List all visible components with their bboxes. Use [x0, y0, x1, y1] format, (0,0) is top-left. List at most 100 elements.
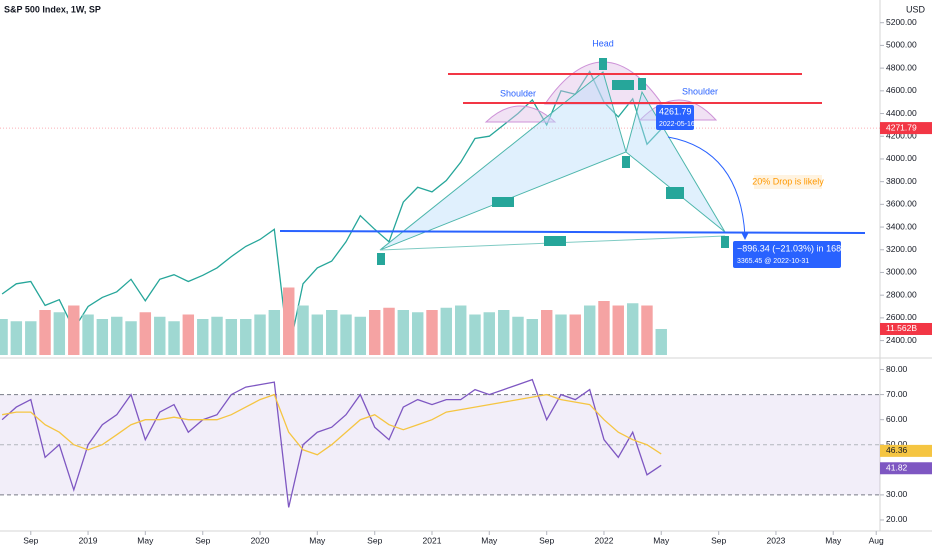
x-tick-label: May: [137, 535, 154, 545]
marks: 2400.00 2600.00 2800.00 3000.00 3200.00 3400.…: [0, 17, 932, 545]
measure-box: [733, 241, 841, 268]
line-series: [1, 393, 662, 456]
x-tick-label: Sep: [539, 535, 554, 545]
y-tick-label: 2400.00: [886, 335, 917, 345]
volume-bar: [197, 319, 209, 355]
head-arc: [544, 61, 663, 105]
volume-bar: [354, 316, 366, 355]
point-price: 4261.79: [659, 106, 692, 116]
rsi-label: 46.36: [886, 445, 908, 455]
volume-bar: [498, 310, 510, 355]
drop-note: 20% Drop is likely: [752, 176, 824, 186]
volume-tag: [880, 322, 932, 335]
left-shoulder-arc: [484, 105, 557, 123]
y-tick-label: 5000.00: [886, 40, 917, 50]
rsi-label: 41.82: [886, 463, 908, 473]
volume-bar: [268, 310, 281, 355]
volume-bar: [626, 303, 639, 355]
volume-bar: [240, 319, 252, 355]
volume-bar: [541, 310, 553, 355]
x-tick-label: Sep: [195, 535, 210, 545]
y-tick-label: 80.00: [886, 364, 908, 374]
point-b: [622, 156, 630, 168]
volume-bar: [111, 316, 123, 355]
chart-title: S&P 500 Index, 1W, SP: [4, 4, 101, 14]
ratio-box: [666, 187, 684, 199]
volume-bar: [555, 314, 567, 355]
y-tick-label: 3200.00: [886, 244, 917, 254]
volume-bar: [569, 314, 581, 355]
x-tick-label: 2020: [251, 535, 270, 545]
ratio-box: [612, 80, 634, 90]
volume-bar: [469, 314, 481, 355]
volume-bar: [297, 305, 309, 355]
head-label: Head: [592, 38, 614, 48]
volume-bar: [311, 314, 324, 355]
y-tick-label: 3400.00: [886, 221, 917, 231]
volume-bar: [125, 321, 137, 355]
volume-bar: [412, 312, 424, 355]
x-tick-label: Sep: [711, 535, 726, 545]
support-line: [279, 230, 866, 234]
volume-bar: [369, 310, 381, 355]
shoulder-label: Shoulder: [500, 88, 536, 98]
volume-bar: [383, 307, 395, 355]
point-date: 2022-05-16: [659, 121, 695, 128]
y-tick-label: 2800.00: [886, 289, 917, 299]
x-tick-label: May: [481, 535, 498, 545]
volume-bar: [225, 319, 238, 355]
point-x: [377, 253, 385, 265]
volume-bar: [254, 314, 266, 355]
y-tick-label: 70.00: [886, 389, 908, 399]
drawings: [279, 58, 866, 265]
x-tick-label: May: [309, 535, 326, 545]
x-tick-label: May: [653, 535, 670, 545]
volume-bar: [25, 321, 37, 355]
ratio-box: [492, 197, 514, 207]
volume-bar: [583, 305, 596, 355]
volume-bar: [426, 310, 438, 355]
projection-arrow: [667, 136, 746, 237]
y-tick-label: 3000.00: [886, 267, 917, 277]
x-tick-label: May: [825, 535, 842, 545]
x-tick-label: Aug: [869, 535, 884, 545]
volume-bar: [96, 319, 109, 355]
ratio-box: [544, 236, 566, 246]
volume-bar: [283, 287, 295, 355]
y-tick-label: 50.00: [886, 439, 908, 449]
shoulder-label: Shoulder: [682, 86, 718, 96]
last-price-tag: [880, 122, 932, 135]
x-tick-label: Sep: [367, 535, 382, 545]
volume-bar: [326, 310, 338, 355]
y-tick-label: 4000.00: [886, 153, 917, 163]
y-tick-label: 60.00: [886, 414, 908, 424]
measure-label: −896.34 (−21.03%) in 168d: [737, 243, 846, 253]
volume-bar: [53, 312, 66, 355]
y-tick-label: 30.00: [886, 489, 908, 499]
last-price-label: 4271.79: [886, 122, 917, 132]
volume-bar: [397, 310, 409, 355]
volume-bar: [641, 305, 653, 355]
volume-bar: [526, 319, 538, 355]
y-tick-label: 2600.00: [886, 312, 917, 322]
x-tick-label: 2019: [79, 535, 98, 545]
y-tick-label: 4200.00: [886, 130, 917, 140]
y-tick-label: 20.00: [886, 514, 908, 524]
rsi-tag: [880, 444, 932, 457]
annotations: Head Shoulder Shoulder 20% Drop is likel…: [500, 38, 846, 268]
volume-bar: [182, 314, 195, 355]
y-tick-label: 4400.00: [886, 108, 917, 118]
volume-bar: [512, 316, 524, 355]
line-series: [1, 378, 662, 508]
volume-bar: [483, 312, 495, 355]
currency: USD: [906, 4, 926, 14]
volume-bar: [82, 314, 94, 355]
rsi-tag: [880, 462, 932, 475]
volume-bar: [139, 312, 152, 355]
point-d: [721, 236, 729, 248]
volume-bar: [154, 316, 166, 355]
volume-bar: [0, 319, 8, 355]
volume-label: 11.562B: [886, 323, 917, 333]
